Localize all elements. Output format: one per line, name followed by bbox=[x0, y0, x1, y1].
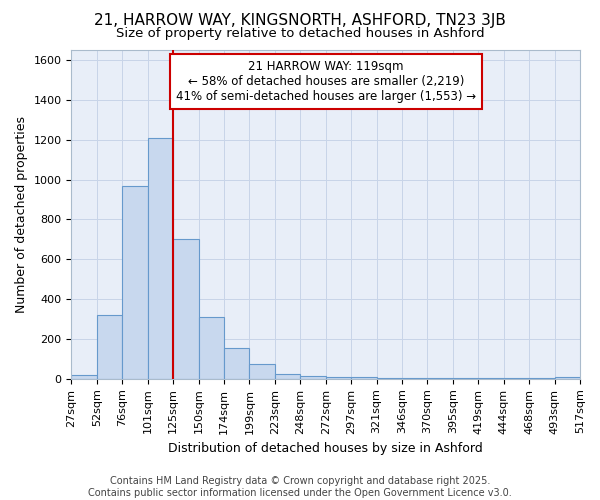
Bar bbox=[554, 377, 580, 379]
Bar bbox=[453, 378, 478, 379]
Bar bbox=[529, 378, 554, 379]
Bar bbox=[377, 378, 402, 379]
Bar bbox=[224, 348, 250, 379]
X-axis label: Distribution of detached houses by size in Ashford: Distribution of detached houses by size … bbox=[169, 442, 483, 455]
Bar bbox=[504, 378, 529, 379]
Bar bbox=[326, 377, 351, 379]
Bar bbox=[351, 377, 377, 379]
Bar bbox=[300, 376, 326, 379]
Bar bbox=[250, 364, 275, 379]
Bar bbox=[97, 315, 122, 379]
Bar bbox=[173, 240, 199, 379]
Bar bbox=[427, 378, 453, 379]
Bar bbox=[402, 378, 427, 379]
Bar bbox=[122, 186, 148, 379]
Text: 21 HARROW WAY: 119sqm
← 58% of detached houses are smaller (2,219)
41% of semi-d: 21 HARROW WAY: 119sqm ← 58% of detached … bbox=[176, 60, 476, 103]
Text: Contains HM Land Registry data © Crown copyright and database right 2025.
Contai: Contains HM Land Registry data © Crown c… bbox=[88, 476, 512, 498]
Bar bbox=[71, 375, 97, 379]
Text: 21, HARROW WAY, KINGSNORTH, ASHFORD, TN23 3JB: 21, HARROW WAY, KINGSNORTH, ASHFORD, TN2… bbox=[94, 12, 506, 28]
Bar bbox=[478, 378, 504, 379]
Bar bbox=[275, 374, 300, 379]
Bar bbox=[148, 138, 173, 379]
Text: Size of property relative to detached houses in Ashford: Size of property relative to detached ho… bbox=[116, 28, 484, 40]
Y-axis label: Number of detached properties: Number of detached properties bbox=[15, 116, 28, 313]
Bar bbox=[199, 317, 224, 379]
